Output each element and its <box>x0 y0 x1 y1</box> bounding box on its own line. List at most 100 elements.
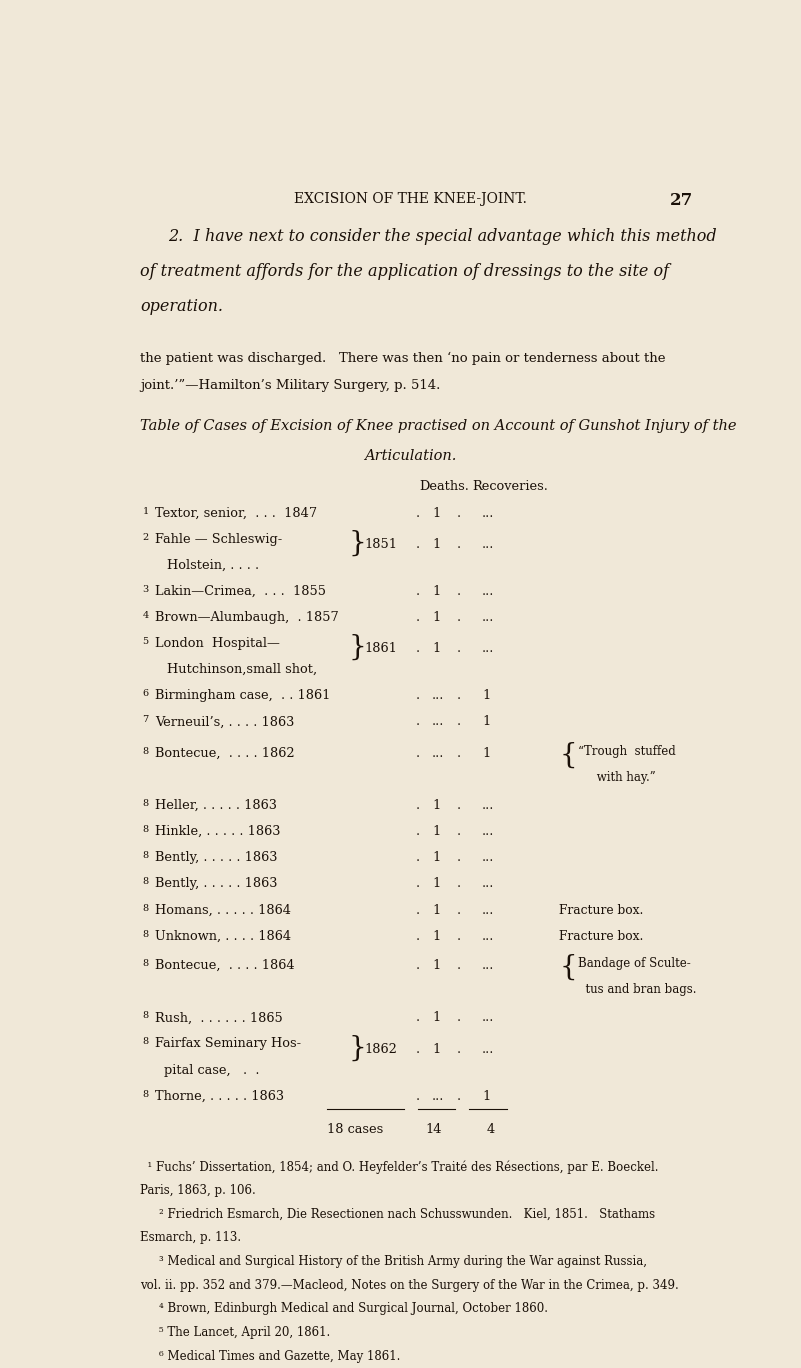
Text: .: . <box>416 586 420 598</box>
Text: 8: 8 <box>143 851 148 860</box>
Text: Paris, 1863, p. 106.: Paris, 1863, p. 106. <box>140 1183 256 1197</box>
Text: 18 cases: 18 cases <box>327 1123 383 1137</box>
Text: .: . <box>416 799 420 813</box>
Text: Esmarch, p. 113.: Esmarch, p. 113. <box>140 1231 242 1244</box>
Text: {: { <box>559 953 578 981</box>
Text: 1: 1 <box>433 930 441 943</box>
Text: ...: ... <box>482 506 494 520</box>
Text: .: . <box>416 715 420 729</box>
Text: Brown—Alumbaugh,  . 1857: Brown—Alumbaugh, . 1857 <box>155 611 339 624</box>
Text: .: . <box>457 799 461 813</box>
Text: 27: 27 <box>670 192 693 208</box>
Text: ...: ... <box>482 930 494 943</box>
Text: EXCISION OF THE KNEE-JOINT.: EXCISION OF THE KNEE-JOINT. <box>294 192 527 205</box>
Text: 1: 1 <box>433 538 441 551</box>
Text: .: . <box>457 851 461 865</box>
Text: Holstein, . . . .: Holstein, . . . . <box>167 558 260 572</box>
Text: Verneuil’s, . . . . 1863: Verneuil’s, . . . . 1863 <box>155 715 294 729</box>
Text: 7: 7 <box>143 715 149 725</box>
Text: 1: 1 <box>433 904 441 917</box>
Text: ...: ... <box>482 825 494 839</box>
Text: ⁴ Brown, Edinburgh Medical and Surgical Journal, October 1860.: ⁴ Brown, Edinburgh Medical and Surgical … <box>159 1302 548 1315</box>
Text: Fracture box.: Fracture box. <box>559 904 644 917</box>
Text: ...: ... <box>482 538 494 551</box>
Text: .: . <box>416 877 420 891</box>
Text: .: . <box>416 1090 420 1103</box>
Text: 8: 8 <box>143 904 148 912</box>
Text: ...: ... <box>482 851 494 865</box>
Text: Thorne, . . . . . 1863: Thorne, . . . . . 1863 <box>155 1090 284 1103</box>
Text: with hay.”: with hay.” <box>578 772 656 784</box>
Text: 1861: 1861 <box>364 643 396 655</box>
Text: .: . <box>457 959 461 973</box>
Text: ...: ... <box>482 611 494 624</box>
Text: .: . <box>457 930 461 943</box>
Text: ...: ... <box>482 904 494 917</box>
Text: Articulation.: Articulation. <box>364 449 457 462</box>
Text: Heller, . . . . . 1863: Heller, . . . . . 1863 <box>155 799 277 813</box>
Text: ...: ... <box>482 586 494 598</box>
Text: 1: 1 <box>482 715 490 729</box>
Text: ...: ... <box>433 715 445 729</box>
Text: Bontecue,  . . . . 1862: Bontecue, . . . . 1862 <box>155 747 295 759</box>
Text: Bontecue,  . . . . 1864: Bontecue, . . . . 1864 <box>155 959 295 973</box>
Text: }: } <box>348 1034 366 1062</box>
Text: Fracture box.: Fracture box. <box>559 930 644 943</box>
Text: .: . <box>416 851 420 865</box>
Text: .: . <box>457 1011 461 1025</box>
Text: 1: 1 <box>433 851 441 865</box>
Text: 4: 4 <box>487 1123 495 1137</box>
Text: tus and bran bags.: tus and bran bags. <box>578 984 697 996</box>
Text: .: . <box>457 689 461 702</box>
Text: Unknown, . . . . 1864: Unknown, . . . . 1864 <box>155 930 291 943</box>
Text: Textor, senior,  . . .  1847: Textor, senior, . . . 1847 <box>155 506 317 520</box>
Text: the patient was discharged.   There was then ‘no pain or tenderness about the: the patient was discharged. There was th… <box>140 352 666 365</box>
Text: Homans, . . . . . 1864: Homans, . . . . . 1864 <box>155 904 291 917</box>
Text: .: . <box>457 586 461 598</box>
Text: 1: 1 <box>433 959 441 973</box>
Text: ⁵ The Lancet, April 20, 1861.: ⁵ The Lancet, April 20, 1861. <box>159 1326 330 1339</box>
Text: Bently, . . . . . 1863: Bently, . . . . . 1863 <box>155 877 277 891</box>
Text: .: . <box>416 506 420 520</box>
Text: .: . <box>416 747 420 759</box>
Text: pital case,   .  .: pital case, . . <box>164 1063 260 1077</box>
Text: 8: 8 <box>143 747 148 757</box>
Text: 1851: 1851 <box>364 538 397 551</box>
Text: ⁶ Medical Times and Gazette, May 1861.: ⁶ Medical Times and Gazette, May 1861. <box>159 1350 400 1363</box>
Text: 1: 1 <box>143 506 149 516</box>
Text: .: . <box>457 747 461 759</box>
Text: .: . <box>457 715 461 729</box>
Text: Birmingham case,  . . 1861: Birmingham case, . . 1861 <box>155 689 330 702</box>
Text: .: . <box>416 1011 420 1025</box>
Text: 1: 1 <box>433 506 441 520</box>
Text: ...: ... <box>482 959 494 973</box>
Text: 8: 8 <box>143 959 148 969</box>
Text: ...: ... <box>482 1042 494 1056</box>
Text: 1: 1 <box>433 1042 441 1056</box>
Text: vol. ii. pp. 352 and 379.—Macleod, Notes on the Surgery of the War in the Crimea: vol. ii. pp. 352 and 379.—Macleod, Notes… <box>140 1279 679 1291</box>
Text: .: . <box>416 689 420 702</box>
Text: 1: 1 <box>433 799 441 813</box>
Text: 1862: 1862 <box>364 1042 396 1056</box>
Text: .: . <box>416 959 420 973</box>
Text: 8: 8 <box>143 1037 148 1047</box>
Text: .: . <box>416 825 420 839</box>
Text: .: . <box>457 643 461 655</box>
Text: 1: 1 <box>482 747 490 759</box>
Text: 2.  I have next to consider the special advantage which this method: 2. I have next to consider the special a… <box>168 228 717 245</box>
Text: 1: 1 <box>433 1011 441 1025</box>
Text: 6: 6 <box>143 689 148 699</box>
Text: .: . <box>457 611 461 624</box>
Text: “Trough  stuffed: “Trough stuffed <box>578 744 676 758</box>
Text: Fahle — Schleswig-: Fahle — Schleswig- <box>155 532 282 546</box>
Text: ...: ... <box>433 747 445 759</box>
Text: 2: 2 <box>143 532 149 542</box>
Text: ...: ... <box>482 877 494 891</box>
Text: {: { <box>559 741 578 769</box>
Text: 5: 5 <box>143 637 148 646</box>
Text: .: . <box>416 930 420 943</box>
Text: .: . <box>457 538 461 551</box>
Text: 1: 1 <box>433 611 441 624</box>
Text: of treatment affords for the application of dressings to the site of: of treatment affords for the application… <box>140 263 670 280</box>
Text: ...: ... <box>482 799 494 813</box>
